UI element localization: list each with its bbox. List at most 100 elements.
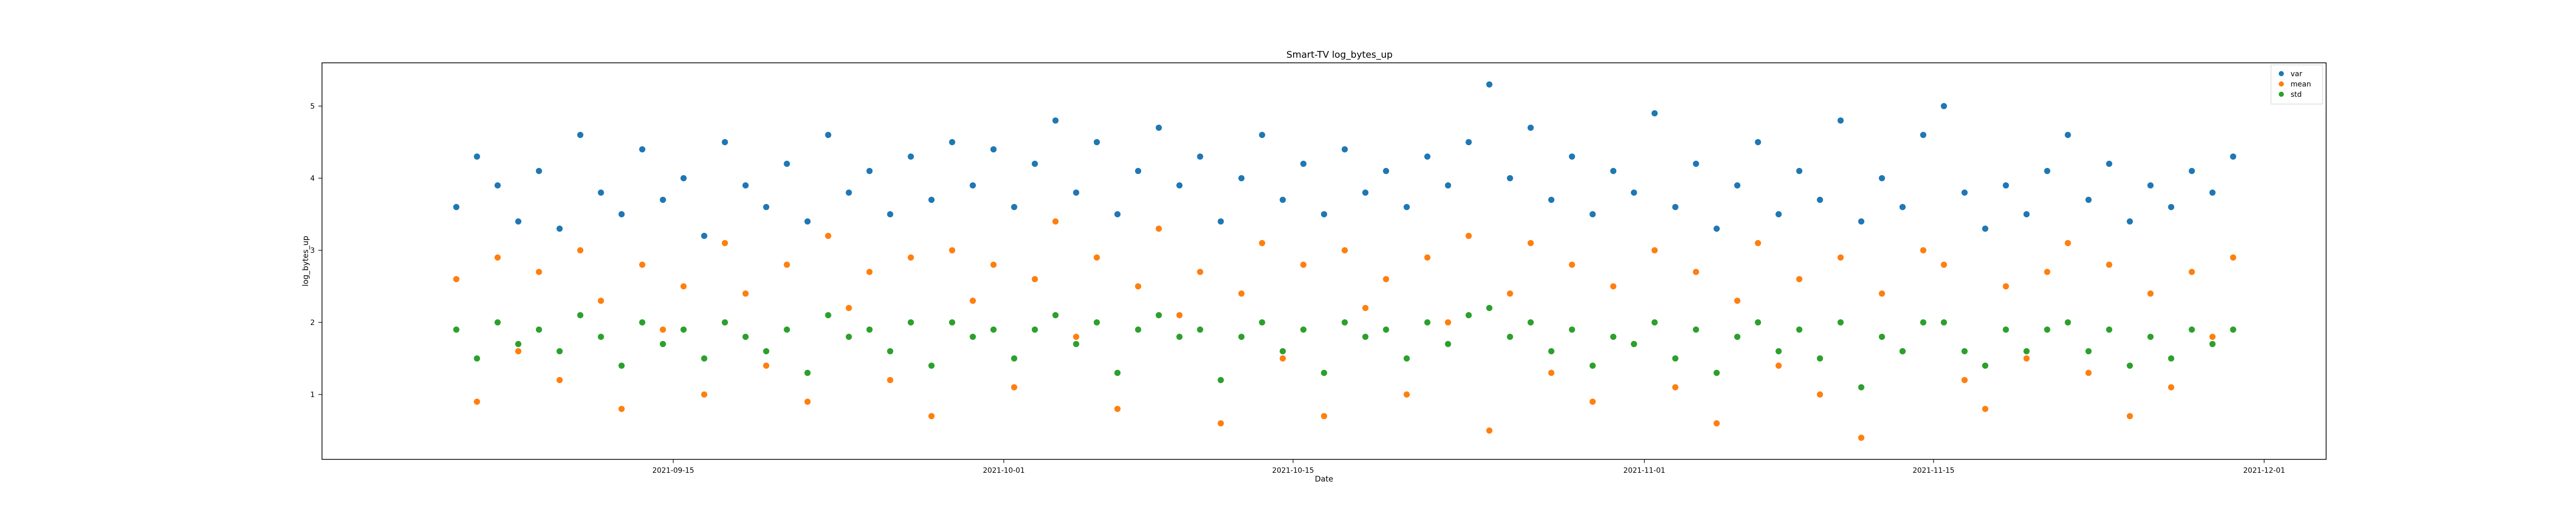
point-std-30 — [1073, 341, 1079, 347]
point-mean-44 — [1362, 305, 1369, 311]
point-mean-28 — [1031, 276, 1038, 282]
point-mean-21 — [887, 377, 893, 383]
point-mean-62 — [1734, 298, 1741, 304]
point-mean-77 — [2044, 269, 2050, 275]
point-mean-18 — [825, 233, 832, 239]
point-std-39 — [1259, 319, 1265, 325]
legend-label-var: var — [2291, 70, 2302, 78]
point-var-25 — [970, 182, 976, 188]
point-var-19 — [845, 190, 852, 196]
point-std-60 — [1692, 327, 1699, 333]
point-mean-42 — [1321, 413, 1327, 419]
point-std-45 — [1383, 327, 1389, 333]
point-mean-30 — [1073, 334, 1079, 340]
point-std-62 — [1734, 334, 1741, 340]
point-mean-15 — [763, 363, 770, 369]
point-var-48 — [1445, 182, 1451, 188]
point-var-43 — [1342, 146, 1348, 152]
point-var-40 — [1279, 197, 1286, 203]
point-mean-80 — [2106, 262, 2112, 268]
point-var-61 — [1714, 226, 1720, 232]
point-mean-72 — [1941, 262, 1947, 268]
point-std-26 — [990, 327, 997, 333]
point-mean-45 — [1383, 276, 1389, 282]
point-std-12 — [701, 355, 707, 362]
point-std-72 — [1941, 319, 1947, 325]
point-mean-76 — [2023, 355, 2030, 362]
point-var-80 — [2106, 161, 2112, 167]
point-mean-82 — [2147, 290, 2154, 297]
y-tick-label-3: 4 — [310, 175, 315, 183]
point-std-51 — [1506, 334, 1513, 340]
point-std-61 — [1714, 370, 1720, 376]
point-mean-53 — [1548, 370, 1555, 376]
point-var-70 — [1899, 204, 1906, 210]
point-var-51 — [1506, 175, 1513, 181]
point-var-37 — [1217, 218, 1224, 225]
point-mean-34 — [1156, 226, 1162, 232]
points-layer — [453, 81, 2236, 441]
point-std-19 — [845, 334, 852, 340]
point-var-50 — [1486, 81, 1493, 88]
point-mean-71 — [1920, 247, 1926, 253]
point-mean-14 — [742, 290, 749, 297]
point-var-67 — [1837, 117, 1844, 124]
point-std-31 — [1093, 319, 1100, 325]
legend-marker-std — [2279, 92, 2284, 97]
point-var-24 — [949, 139, 956, 145]
point-mean-3 — [515, 348, 521, 354]
x-tick-label-3: 2021-11-01 — [1623, 467, 1665, 475]
chart-title: Smart-TV log_bytes_up — [1286, 49, 1393, 60]
point-mean-40 — [1279, 355, 1286, 362]
point-std-41 — [1300, 327, 1307, 333]
point-std-43 — [1342, 319, 1348, 325]
legend-marker-var — [2279, 71, 2284, 76]
point-mean-7 — [598, 298, 604, 304]
point-std-13 — [722, 319, 728, 325]
point-std-68 — [1858, 384, 1865, 390]
x-tick-label-5: 2021-12-01 — [2243, 467, 2285, 475]
point-var-16 — [784, 161, 790, 167]
point-std-37 — [1217, 377, 1224, 383]
point-mean-69 — [1878, 290, 1885, 297]
point-std-59 — [1672, 355, 1679, 362]
point-mean-67 — [1837, 254, 1844, 261]
point-var-7 — [598, 190, 604, 196]
point-var-68 — [1858, 218, 1865, 225]
legend: var mean std — [2270, 64, 2323, 105]
point-std-32 — [1114, 370, 1121, 376]
point-mean-2 — [494, 254, 501, 261]
point-std-46 — [1403, 355, 1410, 362]
y-tick-label-0: 1 — [310, 391, 315, 399]
point-var-30 — [1073, 190, 1079, 196]
point-var-52 — [1528, 125, 1534, 131]
point-mean-56 — [1610, 283, 1617, 289]
point-var-77 — [2044, 168, 2050, 174]
x-tick-label-0: 2021-09-15 — [652, 467, 694, 475]
point-mean-84 — [2189, 269, 2195, 275]
point-mean-35 — [1176, 312, 1183, 318]
point-mean-8 — [618, 406, 625, 412]
point-std-27 — [1011, 355, 1018, 362]
legend-label-mean: mean — [2291, 80, 2311, 89]
point-var-78 — [2064, 132, 2071, 138]
point-std-56 — [1610, 334, 1617, 340]
point-std-8 — [618, 363, 625, 369]
point-std-29 — [1052, 312, 1059, 318]
point-std-23 — [928, 363, 935, 369]
point-var-69 — [1878, 175, 1885, 181]
point-std-35 — [1176, 334, 1183, 340]
point-var-82 — [2147, 182, 2154, 188]
point-std-33 — [1135, 327, 1142, 333]
point-std-24 — [949, 319, 956, 325]
legend-marker-mean — [2279, 81, 2284, 87]
point-var-79 — [2085, 197, 2092, 203]
point-var-22 — [907, 153, 914, 160]
point-mean-27 — [1011, 384, 1018, 390]
point-var-10 — [659, 197, 666, 203]
point-var-84 — [2189, 168, 2195, 174]
point-std-21 — [887, 348, 893, 354]
point-std-38 — [1238, 334, 1245, 340]
x-tick-label-4: 2021-11-15 — [1912, 467, 1954, 475]
point-std-16 — [784, 327, 790, 333]
